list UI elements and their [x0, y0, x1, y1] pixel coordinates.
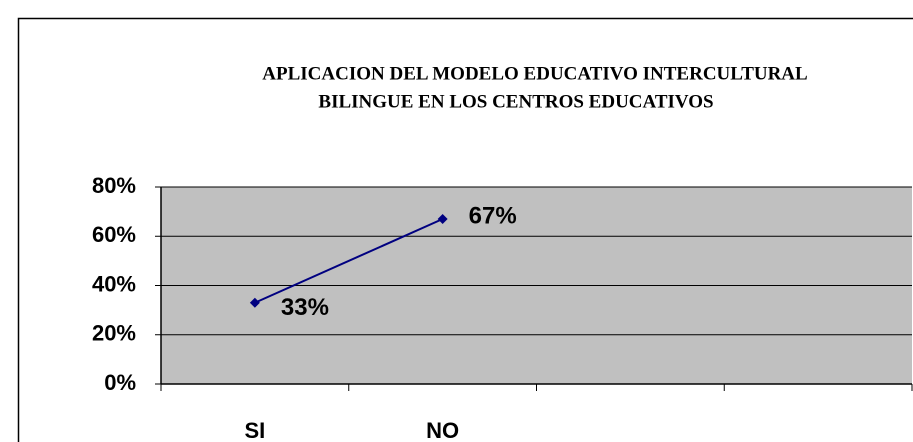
data-label: 33% — [281, 294, 329, 321]
y-tick-label: 20% — [92, 321, 136, 346]
data-point — [437, 214, 448, 225]
data-point — [249, 297, 260, 308]
y-tick-label: 60% — [92, 222, 136, 247]
x-tick-label: SI — [244, 418, 265, 442]
y-tick-label: 80% — [92, 173, 136, 198]
y-tick-label: 40% — [92, 271, 136, 296]
data-label: 67% — [469, 202, 517, 229]
chart-title: BILINGUE EN LOS CENTROS EDUCATIVOS — [318, 91, 713, 112]
y-tick-label: 0% — [104, 370, 136, 395]
series-line — [254, 218, 444, 304]
x-tick-label: NO — [426, 418, 459, 442]
chart-title: APLICACION DEL MODELO EDUCATIVO INTERCUL… — [262, 63, 807, 84]
